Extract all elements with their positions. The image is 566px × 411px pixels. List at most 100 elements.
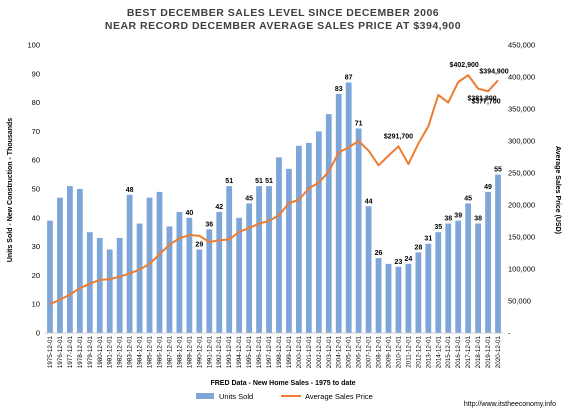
x-tick-1979-12-01: 1979-12-01 xyxy=(87,336,94,369)
bar-1990-12-01 xyxy=(196,249,203,333)
bar-2008-12-01 xyxy=(375,258,382,333)
bar-1985-12-01 xyxy=(146,197,153,333)
x-tick-1992-12-01: 1992-12-01 xyxy=(216,336,223,369)
price-label-2018-12-01: $381,800 xyxy=(468,96,497,103)
price-label-2020-12-01: $394,900 xyxy=(479,68,508,75)
bar-label-2007-12-01: 44 xyxy=(365,198,373,205)
bar-1993-12-01 xyxy=(226,186,233,333)
x-tick-1994-12-01: 1994-12-01 xyxy=(236,336,243,369)
x-tick-2000-12-01: 2000-12-01 xyxy=(296,336,303,369)
bar-1982-12-01 xyxy=(116,237,123,333)
x-tick-1990-12-01: 1990-12-01 xyxy=(196,336,203,369)
x-tick-1984-12-01: 1984-12-01 xyxy=(137,336,144,369)
x-tick-2002-12-01: 2002-12-01 xyxy=(316,336,323,369)
x-tick-2013-12-01: 2013-12-01 xyxy=(425,336,432,369)
bar-label-2010-12-01: 23 xyxy=(395,259,403,266)
x-tick-1977-12-01: 1977-12-01 xyxy=(67,336,74,369)
x-tick-1997-12-01: 1997-12-01 xyxy=(266,336,273,369)
left-tick-80: 80 xyxy=(32,98,40,107)
x-tick-2017-12-01: 2017-12-01 xyxy=(465,336,472,369)
right-tick-50000: 50,000 xyxy=(508,297,531,306)
right-tick-200000: 200,000 xyxy=(508,201,535,210)
bar-label-2017-12-01: 45 xyxy=(464,195,472,202)
left-tick-20: 20 xyxy=(32,271,40,280)
bar-2015-12-01 xyxy=(445,223,452,333)
bar-2018-12-01 xyxy=(475,223,481,333)
bar-2013-12-01 xyxy=(425,243,432,333)
x-tick-1995-12-01: 1995-12-01 xyxy=(246,336,253,369)
bar-1977-12-01 xyxy=(67,186,73,333)
right-tick-300000: 300,000 xyxy=(508,137,535,146)
right-tick-400000: 400,000 xyxy=(508,73,535,82)
bar-2001-12-01 xyxy=(305,142,312,333)
x-tick-1999-12-01: 1999-12-01 xyxy=(286,336,293,369)
bar-label-1983-12-01: 48 xyxy=(126,187,134,194)
bar-1998-12-01 xyxy=(276,157,282,333)
bar-label-1989-12-01: 40 xyxy=(185,210,193,217)
left-tick-100: 100 xyxy=(27,41,40,50)
x-tick-1989-12-01: 1989-12-01 xyxy=(186,336,193,369)
x-tick-1980-12-01: 1980-12-01 xyxy=(97,336,104,369)
bar-1987-12-01 xyxy=(166,226,173,333)
left-tick-0: 0 xyxy=(36,329,40,338)
x-tick-1993-12-01: 1993-12-01 xyxy=(226,336,233,369)
right-tick-100000: 100,000 xyxy=(508,265,535,274)
bar-label-2004-12-01: 83 xyxy=(335,86,343,93)
x-tick-2007-12-01: 2007-12-01 xyxy=(366,336,373,369)
y-right-axis-title: Average Sales Price (USD) xyxy=(554,146,561,234)
left-tick-50: 50 xyxy=(32,185,40,194)
bar-2002-12-01 xyxy=(315,131,322,333)
bar-2011-12-01 xyxy=(405,263,412,333)
x-tick-2010-12-01: 2010-12-01 xyxy=(395,336,402,369)
bar-2005-12-01 xyxy=(345,82,352,333)
x-tick-1991-12-01: 1991-12-01 xyxy=(206,336,213,369)
right-tick-0: - xyxy=(508,329,511,338)
bar-label-2006-12-01: 71 xyxy=(355,121,363,128)
x-tick-2001-12-01: 2001-12-01 xyxy=(306,336,313,369)
bar-1991-12-01 xyxy=(206,229,213,333)
bar-label-2016-12-01: 39 xyxy=(454,213,462,220)
line-average-sales-price xyxy=(49,74,499,306)
left-tick-70: 70 xyxy=(32,127,40,136)
bar-label-2013-12-01: 31 xyxy=(424,236,432,243)
bar-label-1993-12-01: 51 xyxy=(225,178,233,185)
bar-1999-12-01 xyxy=(286,168,292,333)
bar-label-2019-12-01: 49 xyxy=(484,184,492,191)
x-axis-title: FRED Data - New Home Sales - 1975 to dat… xyxy=(210,380,355,387)
bar-1979-12-01 xyxy=(86,232,93,333)
x-tick-2004-12-01: 2004-12-01 xyxy=(336,336,343,369)
x-tick-2016-12-01: 2016-12-01 xyxy=(455,336,462,369)
left-tick-60: 60 xyxy=(32,156,40,165)
x-tick-1983-12-01: 1983-12-01 xyxy=(127,336,134,369)
bar-label-1995-12-01: 45 xyxy=(245,195,253,202)
left-tick-40: 40 xyxy=(32,213,40,222)
bar-1994-12-01 xyxy=(236,217,243,333)
bars-layer xyxy=(47,82,501,334)
bar-1981-12-01 xyxy=(106,249,113,333)
x-tick-2015-12-01: 2015-12-01 xyxy=(445,336,452,369)
bar-label-2012-12-01: 28 xyxy=(414,244,422,251)
bar-1992-12-01 xyxy=(216,212,223,333)
x-tick-2020-12-01: 2020-12-01 xyxy=(495,336,502,369)
bar-2019-12-01 xyxy=(485,191,491,333)
bar-2000-12-01 xyxy=(296,145,302,333)
line-layer xyxy=(49,74,499,306)
chart-subtitle: NEAR RECORD DECEMBER AVERAGE SALES PRICE… xyxy=(105,20,461,32)
bar-label-1991-12-01: 36 xyxy=(205,221,213,228)
bar-1983-12-01 xyxy=(126,194,133,333)
bar-2016-12-01 xyxy=(455,220,462,333)
legend-label-average-sales-price: Average Sales Price xyxy=(305,392,373,401)
bar-label-2014-12-01: 35 xyxy=(434,224,442,231)
left-tick-30: 30 xyxy=(32,242,40,251)
x-tick-1986-12-01: 1986-12-01 xyxy=(157,336,164,369)
bar-2003-12-01 xyxy=(325,114,332,334)
bar-1996-12-01 xyxy=(256,186,262,333)
x-tick-1988-12-01: 1988-12-01 xyxy=(176,336,183,369)
x-tick-1996-12-01: 1996-12-01 xyxy=(256,336,263,369)
x-tick-1982-12-01: 1982-12-01 xyxy=(117,336,124,369)
bar-1980-12-01 xyxy=(96,237,103,333)
x-tick-1975-12-01: 1975-12-01 xyxy=(47,336,54,369)
bar-2006-12-01 xyxy=(355,128,362,333)
